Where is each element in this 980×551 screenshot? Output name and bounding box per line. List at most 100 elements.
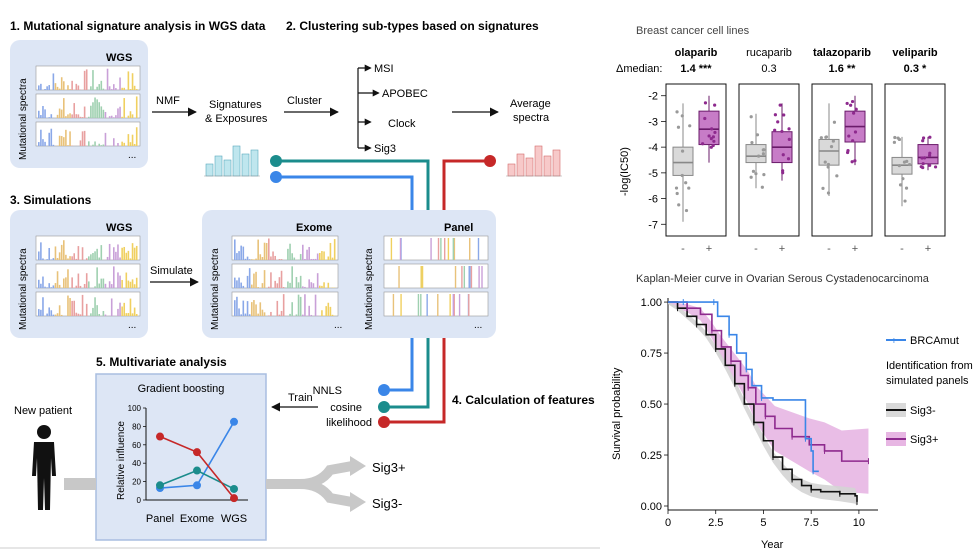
bc-jitter-point (680, 149, 685, 153)
bc-jitter-point (901, 177, 905, 181)
spectrum-bar (468, 294, 470, 316)
bc-jitter-point (854, 107, 858, 111)
spectrum-bar (46, 287, 48, 288)
spectrum-bar (60, 136, 63, 146)
bc-jitter-point (826, 165, 830, 169)
cluster-apobec: APOBEC (382, 88, 428, 100)
bc-drug-name: talazoparib (813, 47, 871, 59)
spectrum-bar (276, 283, 279, 288)
cluster-msi: MSI (374, 63, 394, 75)
spectrum-bar (44, 109, 46, 118)
spectrum-bar (238, 277, 240, 288)
wgs-label-2: WGS (106, 222, 132, 234)
average-spectra-bars-icon (506, 145, 562, 177)
spectrum-bar (63, 137, 65, 146)
spectrum-bar (108, 281, 111, 288)
spectrum-bar (121, 279, 123, 288)
spectrum-bar (67, 114, 69, 118)
spectrum-bar (44, 286, 46, 288)
spectrum-bar (63, 278, 65, 288)
spectra-axis-label-1: Mutational spectra (18, 78, 29, 160)
spectrum-bar (67, 145, 69, 146)
spectrum-bar (319, 285, 321, 288)
spectrum-bar (71, 256, 73, 260)
spectrum-bar (113, 117, 115, 118)
spectrum-bar (77, 273, 80, 288)
bc-jitter-point (897, 164, 901, 168)
spectrum-bar (113, 247, 115, 260)
spectrum-bar (58, 108, 61, 118)
spectrum-bar (440, 238, 442, 260)
bc-jitter-point (761, 152, 765, 156)
spectrum-bar (98, 143, 101, 146)
bc-drug-name: olaparib (675, 47, 718, 59)
bc-jitter-point (896, 136, 900, 140)
spectrum-bar (121, 247, 123, 260)
spectrum-bar (96, 305, 98, 316)
bc-drug-name: rucaparib (746, 47, 792, 59)
spectrum-bar (263, 242, 266, 260)
bc-jitter-point (845, 101, 849, 106)
spectrum-bar (329, 306, 332, 316)
spectrum-bar (257, 287, 259, 288)
spectrum-bar (40, 129, 42, 146)
spectrum-bar (454, 266, 457, 288)
bc-jitter-point (907, 162, 912, 167)
spectrum-bar (255, 304, 257, 316)
spectrum-bar (270, 272, 272, 288)
spectrum-bar (50, 114, 53, 118)
spectrum-bar (63, 98, 65, 118)
spectrum-bar (390, 238, 393, 260)
spectrum-bar (127, 250, 130, 260)
spectrum-bar (92, 70, 94, 90)
bc-jitter-point (711, 135, 715, 139)
spectrum-bar (257, 239, 259, 260)
legend-title-1: Identification from (886, 360, 973, 372)
bc-drug-name: veliparib (892, 47, 938, 59)
spectrum-bar (297, 294, 300, 316)
bc-jitter-point (849, 103, 853, 107)
spectrum-bar (113, 138, 115, 146)
spectrum-bar (129, 142, 132, 146)
spectrum-bar (293, 257, 296, 260)
bc-jitter-point (824, 135, 828, 139)
spectrum-bar (100, 245, 103, 260)
spectrum-bar (236, 296, 238, 316)
spectrum-bar (447, 238, 450, 260)
spectrum-bar (117, 272, 119, 288)
spectrum-bar (304, 294, 306, 316)
bc-jitter-point (710, 127, 714, 131)
spectrum-bar (131, 279, 134, 288)
spectrum-bar (321, 310, 323, 316)
spectrum-bar (48, 85, 51, 90)
spectrum-bar (255, 258, 257, 260)
spectrum-bar (327, 302, 330, 316)
spectrum-bar (400, 294, 402, 316)
patient-silhouette-icon (32, 425, 56, 510)
bc-y-tick-label: -6 (648, 194, 658, 206)
blue-dot-feature (378, 384, 390, 396)
spectrum-bar (92, 252, 94, 260)
ellipsis-1: ... (128, 150, 136, 161)
bc-jitter-point (850, 99, 855, 104)
spectrum-bar (265, 242, 268, 260)
bc-y-tick-label: -3 (648, 116, 658, 128)
spectrum-bar (259, 254, 262, 260)
spectrum-bar (234, 277, 236, 288)
spectrum-bar (92, 144, 94, 146)
spectrum-bar (251, 302, 253, 316)
bc-jitter-point (829, 145, 834, 149)
spectrum-bar (48, 307, 51, 316)
spectrum-bar (399, 238, 402, 260)
spectrum-bar (100, 106, 103, 118)
spectrum-bar (58, 305, 61, 316)
bc-y-tick-label: -2 (648, 91, 658, 103)
spectrum-bar (94, 286, 96, 288)
bc-jitter-point (903, 199, 907, 203)
spectrum-frame (231, 291, 339, 317)
bc-jitter-point (675, 110, 679, 114)
bc-jitter-point (754, 172, 758, 176)
spectrum-bar (246, 256, 249, 260)
spectrum-bar (449, 294, 451, 316)
